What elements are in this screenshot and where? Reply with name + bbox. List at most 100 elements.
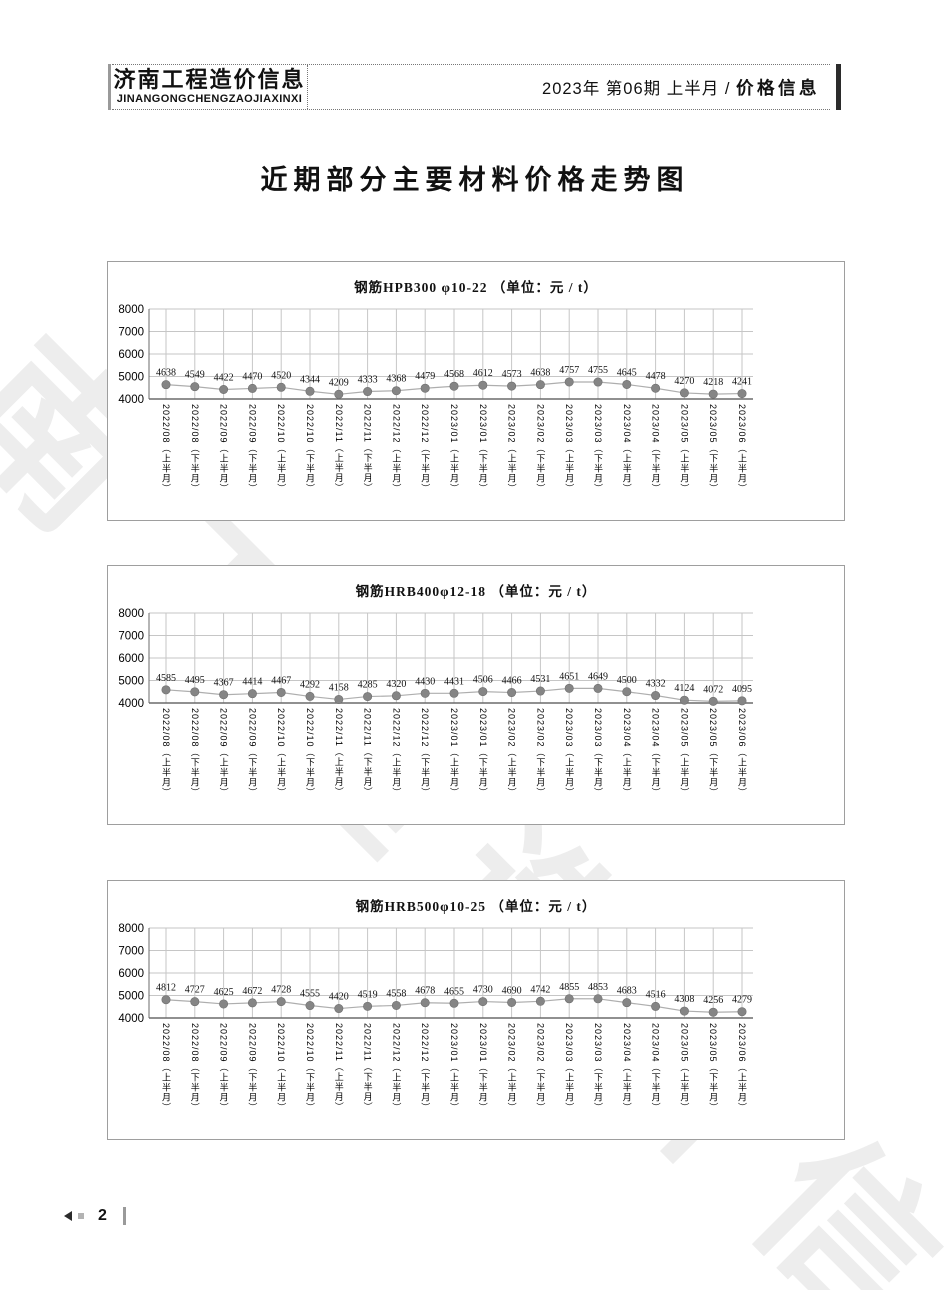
- data-point-label: 4368: [386, 374, 406, 385]
- x-axis-label: 2023/05（下半月）: [708, 1023, 719, 1113]
- data-point-label: 4500: [617, 675, 637, 686]
- data-point-label: 4344: [300, 374, 320, 385]
- x-axis-label: 2023/03（上半月）: [564, 708, 575, 798]
- data-point-label: 4645: [617, 367, 637, 378]
- y-tick-label: 5000: [118, 676, 144, 688]
- data-point-label: 4520: [271, 370, 291, 381]
- x-axis-label: 2022/08（上半月）: [161, 1023, 171, 1113]
- y-tick-label: 7000: [118, 946, 144, 958]
- x-axis-label: 2022/10（上半月）: [276, 708, 287, 798]
- data-point-label: 4285: [358, 680, 378, 691]
- x-axis-label: 2023/04（上半月）: [621, 1023, 632, 1113]
- data-point-label: 4519: [358, 989, 378, 1000]
- data-point-label: 4757: [559, 365, 579, 376]
- x-axis-label: 2022/08（下半月）: [189, 1023, 200, 1113]
- data-point-label: 4470: [242, 371, 262, 382]
- x-axis-label: 2022/08（下半月）: [189, 404, 200, 494]
- data-point-label: 4420: [329, 992, 349, 1003]
- chart-plot-svg: 8000 7000 6000 5000 4000 4812 4727 4625 4672 4728…: [118, 923, 753, 1025]
- page-title: 近期部分主要材料价格走势图: [260, 165, 690, 195]
- chart-title: 钢筋HRB400φ12-18 （单位：元 / t）: [355, 584, 597, 599]
- data-point-label: 4516: [646, 989, 666, 1000]
- data-point-label: 4218: [703, 377, 723, 388]
- header-left-bar: [108, 64, 111, 110]
- x-axis-label: 2023/05（上半月）: [679, 1023, 690, 1113]
- y-tick-label: 7000: [118, 327, 144, 339]
- x-axis-label: 2023/05（下半月）: [708, 404, 719, 494]
- data-point-label: 4728: [271, 985, 291, 996]
- x-axis-label: 2023/02（下半月）: [535, 708, 546, 798]
- x-axis-label: 2022/11（上半月）: [333, 1023, 344, 1112]
- x-axis-label: 2022/09（上半月）: [218, 404, 229, 494]
- data-point-label: 4467: [271, 675, 291, 686]
- y-tick-label: 4000: [118, 1013, 144, 1025]
- x-axis-label: 2023/01（下半月）: [477, 404, 488, 494]
- x-axis-label: 2022/10（下半月）: [305, 404, 315, 494]
- logo-title: 济南工程造价信息: [113, 67, 306, 92]
- x-axis-label: 2023/02（上半月）: [506, 708, 517, 798]
- chart-plot-svg: 8000 7000 6000 5000 4000 4585 4495 4367 4414 4467…: [118, 608, 753, 710]
- issue-info: 2023年 第06期 上半月 / 价格信息: [542, 75, 820, 100]
- data-point-label: 4332: [646, 679, 666, 690]
- y-tick-label: 6000: [118, 349, 144, 361]
- x-axis-label: 2023/03（下半月）: [593, 404, 603, 494]
- x-axis-label: 2022/10（下半月）: [305, 708, 315, 798]
- x-axis-label: 2022/09（上半月）: [218, 708, 229, 798]
- x-axis-label: 2022/08（上半月）: [161, 708, 171, 798]
- x-axis-label: 2022/11（上半月）: [333, 708, 344, 797]
- x-axis-label: 2023/04（下半月）: [650, 404, 661, 494]
- data-point-label: 4651: [559, 671, 579, 682]
- data-point-label: 4531: [530, 674, 550, 685]
- data-point-label: 4414: [242, 677, 262, 688]
- square-bullet-icon: [78, 1213, 84, 1219]
- x-axis-label: 2022/12（下半月）: [420, 708, 431, 798]
- x-axis-label: 2022/10（上半月）: [276, 1023, 287, 1113]
- x-axis-label: 2023/04（下半月）: [650, 1023, 661, 1113]
- chart-card-hrb400: 钢筋HRB400φ12-18 （单位：元 / t） 8000 7000 6000 50…: [107, 565, 845, 825]
- issue-section-name: 价格信息: [736, 78, 820, 98]
- x-axis-label: 2023/06（上半月）: [737, 1023, 747, 1113]
- x-axis-label: 2022/09（下半月）: [247, 1023, 258, 1113]
- x-axis-label: 2022/09（上半月）: [218, 1023, 229, 1113]
- x-axis-label: 2023/01（上半月）: [449, 404, 459, 494]
- data-point-label: 4853: [588, 982, 608, 993]
- x-axis-label: 2022/08（上半月）: [161, 404, 171, 494]
- data-point-label: 4095: [732, 684, 752, 695]
- data-point-label: 4256: [703, 995, 723, 1006]
- x-axis-label: 2023/03（下半月）: [593, 708, 603, 798]
- x-axis-label: 2023/02（下半月）: [535, 404, 546, 494]
- x-axis-label: 2023/06（上半月）: [737, 708, 747, 798]
- x-axis-label: 2022/12（下半月）: [420, 1023, 431, 1113]
- chart-card-hrb500: 钢筋HRB500φ10-25 （单位：元 / t） 8000 7000 6000 50…: [107, 880, 845, 1140]
- page-header: 济南工程造价信息 JINANGONGCHENGZAOJIAXINXI 2023年…: [108, 64, 841, 110]
- data-point-label: 4678: [415, 986, 435, 997]
- x-axis-label: 2022/09（下半月）: [247, 708, 258, 798]
- data-point-label: 4479: [415, 371, 435, 382]
- data-point-label: 4730: [473, 985, 493, 996]
- logo-subtitle: JINANGONGCHENGZAOJIAXINXI: [116, 93, 303, 105]
- x-axis-label: 2022/11（上半月）: [333, 404, 344, 493]
- data-point-label: 4555: [300, 989, 320, 1000]
- data-point-label: 4478: [646, 371, 666, 382]
- data-point-label: 4506: [473, 675, 493, 686]
- data-point-label: 4549: [185, 370, 205, 381]
- data-point-label: 4568: [444, 369, 464, 380]
- data-point-label: 4638: [156, 368, 176, 379]
- x-axis-label: 2023/03（上半月）: [564, 404, 575, 494]
- x-axis-label: 2022/11（下半月）: [362, 1023, 373, 1112]
- data-point-label: 4727: [185, 985, 205, 996]
- x-axis-label: 2023/02（上半月）: [506, 404, 517, 494]
- y-tick-label: 6000: [118, 653, 144, 665]
- x-axis-label: 2022/08（下半月）: [189, 708, 200, 798]
- chart-title: 钢筋HRB500φ10-25 （单位：元 / t）: [355, 899, 597, 914]
- data-point-label: 4495: [185, 675, 205, 686]
- data-point-label: 4279: [732, 995, 752, 1006]
- data-point-label: 4241: [732, 377, 752, 388]
- logo-box: 济南工程造价信息 JINANGONGCHENGZAOJIAXINXI: [112, 65, 308, 109]
- data-point-label: 4755: [588, 365, 608, 376]
- y-tick-label: 5000: [118, 372, 144, 384]
- footer-bar: [122, 1207, 126, 1225]
- x-axis-label: 2023/02（下半月）: [535, 1023, 546, 1113]
- x-axis-label: 2022/11（下半月）: [362, 708, 373, 797]
